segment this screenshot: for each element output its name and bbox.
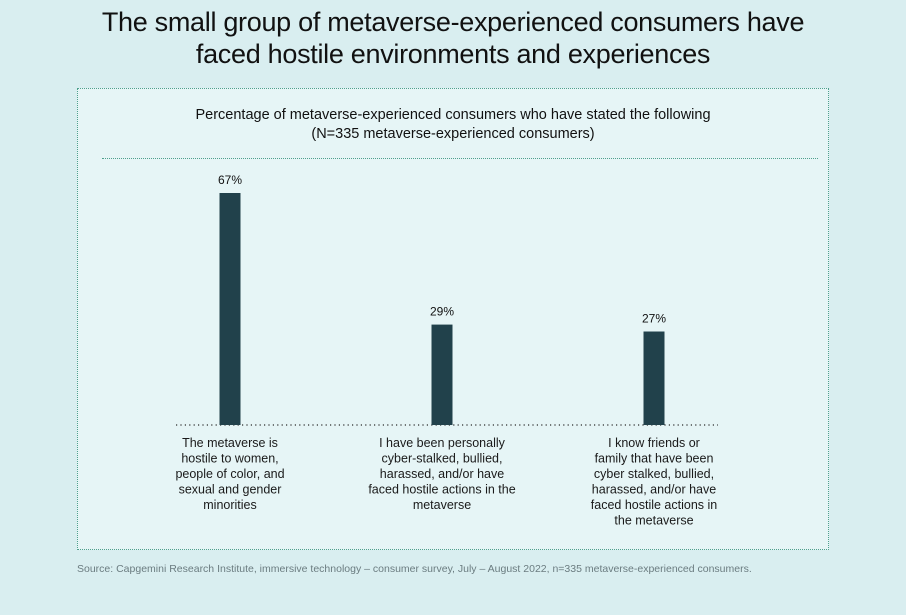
category-label-1: The metaverse is hostile to women, people … bbox=[175, 436, 284, 512]
chart-subtitle: (N=335 metaverse-experienced consumers) bbox=[311, 126, 595, 142]
headline-line-2: faced hostile environments and experienc… bbox=[195, 39, 711, 69]
bar-chart: 67% The metaverse is hostile to women, peop… bbox=[175, 173, 718, 528]
bar-2 bbox=[431, 324, 453, 425]
data-label-1: 67% bbox=[218, 173, 242, 187]
chart-panel: Percentage of metaverse-experienced cons… bbox=[77, 88, 829, 550]
chart-title: Percentage of metaverse-experienced cons… bbox=[195, 107, 711, 123]
title-separator bbox=[102, 158, 818, 159]
headline-line-1: The small group of metaverse-experienced… bbox=[101, 7, 805, 37]
bar-1 bbox=[219, 193, 241, 425]
page-headline: The small group of metaverse-experienced… bbox=[0, 6, 906, 70]
category-label-2: I have been personally cyber-stalked, bul… bbox=[368, 436, 515, 512]
source-note: Source: Capgemini Research Institute, im… bbox=[77, 563, 752, 575]
bar-3 bbox=[643, 331, 665, 425]
chart-title-block: Percentage of metaverse-experienced cons… bbox=[78, 106, 828, 144]
data-label-2: 29% bbox=[430, 305, 454, 319]
data-label-3: 27% bbox=[642, 312, 666, 326]
category-label-3: I know friends or family that have been cy… bbox=[591, 436, 718, 528]
